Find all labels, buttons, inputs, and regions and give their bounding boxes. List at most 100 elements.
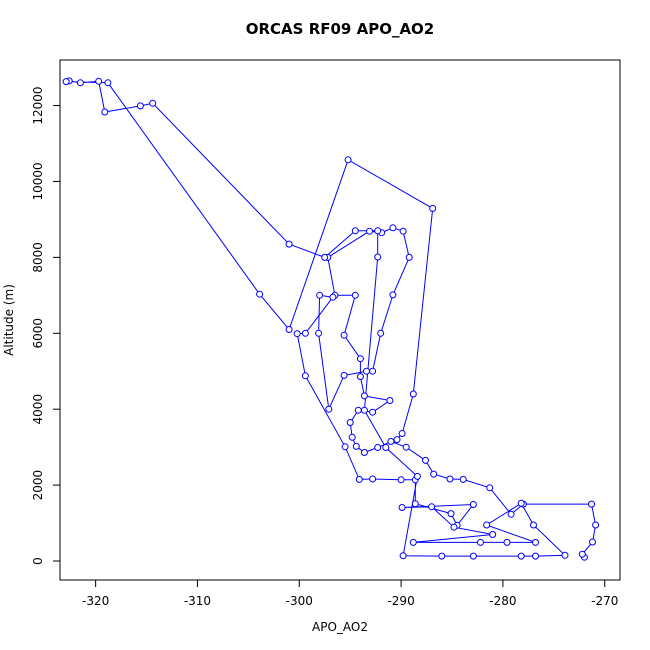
data-point	[101, 108, 109, 116]
data-point	[285, 240, 293, 248]
y-axis-label: Altitude (m)	[2, 284, 16, 356]
data-point	[356, 355, 364, 363]
data-point	[95, 77, 103, 85]
data-point	[438, 552, 446, 560]
chart-title: ORCAS RF09 APO_AO2	[246, 20, 435, 38]
data-point	[589, 538, 596, 546]
plot-frame	[59, 59, 621, 581]
x-tick-label: -280	[489, 594, 516, 608]
data-point	[409, 538, 417, 546]
data-point	[374, 253, 382, 261]
data-point	[301, 329, 309, 337]
data-point	[428, 503, 436, 511]
data-point	[450, 523, 458, 531]
data-point	[411, 500, 419, 508]
x-tick-label: -300	[286, 594, 313, 608]
x-tick-label: -310	[184, 594, 211, 608]
x-axis: -320 -310 -300 -290 -280 -270	[82, 579, 618, 608]
y-tick-label: 2000	[31, 470, 45, 501]
data-point	[446, 475, 454, 483]
data-point	[430, 470, 438, 478]
y-tick-label: 0	[31, 557, 45, 565]
data-point	[62, 78, 70, 86]
data-point	[532, 552, 539, 560]
y-tick-label: 10000	[31, 162, 45, 200]
data-point	[325, 405, 333, 413]
data-point	[351, 291, 359, 299]
data-point	[293, 330, 301, 338]
data-point	[316, 291, 324, 299]
data-point	[386, 397, 394, 404]
data-point	[256, 290, 264, 298]
data-point	[530, 521, 537, 529]
data-point	[369, 408, 377, 416]
series-points	[62, 77, 600, 561]
data-point	[285, 326, 293, 333]
data-point	[321, 253, 329, 261]
data-point	[398, 504, 406, 511]
data-point	[389, 291, 397, 299]
data-point	[459, 475, 467, 483]
data-point	[360, 392, 368, 400]
data-point	[352, 442, 360, 450]
data-point	[592, 521, 600, 529]
data-point	[517, 499, 525, 507]
data-point	[329, 293, 337, 301]
y-tick-label: 12000	[31, 86, 45, 124]
x-axis-label: APO_AO2	[312, 620, 368, 634]
data-point	[399, 227, 407, 235]
data-point	[422, 456, 429, 464]
data-point	[354, 406, 362, 414]
y-tick-label: 4000	[31, 394, 45, 425]
data-point	[341, 443, 349, 451]
data-point	[374, 227, 382, 235]
data-point	[340, 331, 348, 339]
data-point	[355, 475, 363, 483]
data-point	[348, 433, 356, 441]
data-point	[360, 449, 368, 456]
x-tick-label: -270	[591, 594, 618, 608]
data-point	[360, 406, 368, 414]
y-axis: 0 2000 4000 6000 8000 10000 12000	[31, 86, 61, 565]
data-point	[340, 371, 348, 379]
data-point	[301, 372, 309, 380]
data-point	[344, 156, 352, 164]
data-point	[483, 521, 491, 529]
data-point	[402, 443, 410, 451]
series-line	[65, 80, 597, 558]
x-tick-label: -320	[82, 594, 109, 608]
data-point	[356, 373, 364, 381]
x-tick-label: -290	[387, 594, 414, 608]
data-point	[532, 538, 539, 546]
y-tick-label: 6000	[31, 318, 45, 349]
data-point	[413, 472, 421, 480]
data-point	[377, 329, 385, 337]
data-point	[399, 552, 407, 560]
data-point	[374, 444, 382, 451]
data-point	[393, 436, 401, 444]
data-point	[578, 550, 586, 558]
data-point	[409, 390, 417, 398]
data-point	[76, 79, 84, 87]
data-point	[315, 329, 323, 337]
data-point	[398, 430, 406, 437]
data-point	[369, 367, 377, 375]
data-point	[447, 510, 455, 518]
data-point	[486, 484, 494, 492]
data-point	[366, 227, 373, 235]
data-point	[507, 510, 515, 518]
data-point	[477, 538, 484, 546]
data-point	[363, 367, 370, 375]
data-point	[387, 438, 395, 445]
data-point	[104, 79, 112, 87]
data-point	[469, 501, 477, 508]
data-point	[382, 444, 390, 451]
data-point	[489, 531, 497, 538]
y-tick-label: 8000	[31, 242, 45, 273]
data-point	[405, 253, 413, 261]
data-point	[517, 552, 525, 560]
data-point	[561, 551, 569, 559]
data-point	[429, 204, 437, 212]
data-point	[149, 99, 157, 107]
